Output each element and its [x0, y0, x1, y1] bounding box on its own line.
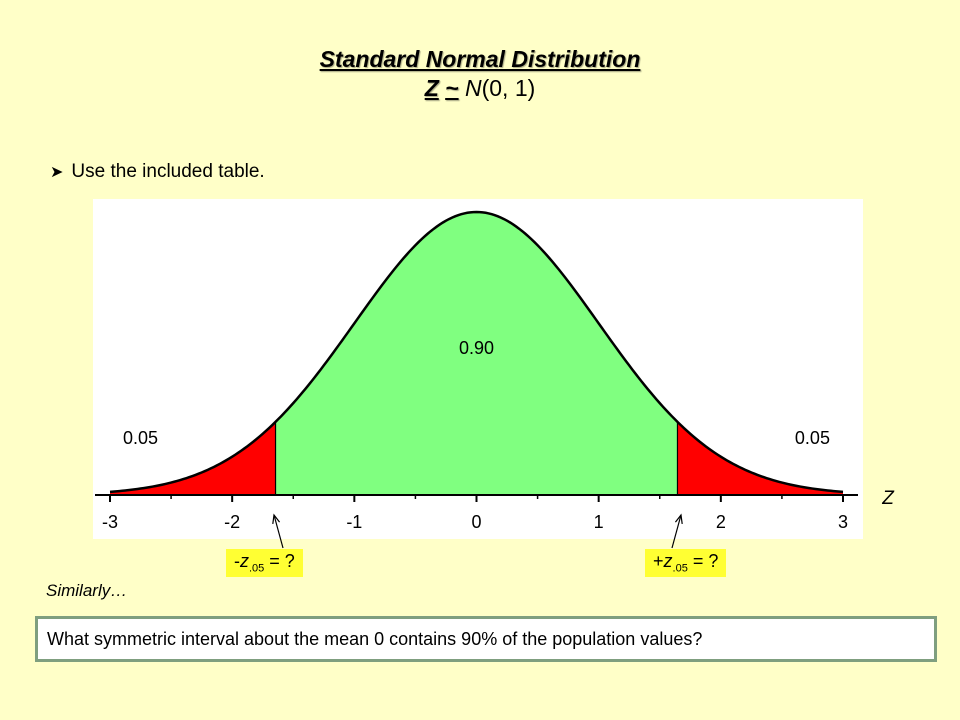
bullet-text: Use the included table.: [71, 161, 265, 182]
x-tick-label-0: -3: [102, 512, 118, 532]
region-0: [110, 421, 276, 495]
x-axis-label: Z: [881, 488, 895, 509]
region-label-2: 0.05: [795, 428, 830, 448]
region-1: [275, 212, 678, 495]
arrow-right-head: [674, 513, 683, 524]
x-tick-label-4: 1: [594, 512, 604, 532]
arrow-left-line: [273, 514, 284, 549]
arrow-bullet-icon: ➤: [50, 164, 64, 181]
question-box: What symmetric interval about the mean 0…: [35, 616, 937, 662]
density-curve: [109, 210, 844, 494]
subtitle-params: (0, 1): [481, 75, 536, 101]
callout-left: -z.05 = ?: [226, 549, 303, 577]
x-tick-label-6: 3: [838, 512, 848, 532]
x-tick-label-3: 0: [471, 512, 481, 532]
title-block: Standard Normal Distribution Z ~ N(0, 1): [0, 46, 960, 102]
arrow-right-line: [671, 514, 682, 549]
similarly-text: Similarly…: [46, 581, 128, 600]
x-tick-label-5: 2: [716, 512, 726, 532]
region-2: [677, 421, 843, 495]
subtitle-z: Z: [424, 75, 439, 101]
subtitle-tilde: ~: [445, 75, 459, 101]
subtitle-n: N: [464, 75, 482, 101]
region-label-1: 0.90: [459, 338, 494, 358]
bullet-point: ➤ Use the included table.: [50, 161, 265, 183]
x-tick-label-2: -1: [346, 512, 362, 532]
callout-right: +z.05 = ?: [645, 549, 727, 577]
slide-title: Standard Normal Distribution: [319, 46, 641, 72]
arrow-left-head: [272, 513, 281, 524]
region-label-0: 0.05: [123, 428, 158, 448]
x-tick-label-1: -2: [224, 512, 240, 532]
slide-subtitle: Z ~ N(0, 1): [0, 75, 960, 102]
